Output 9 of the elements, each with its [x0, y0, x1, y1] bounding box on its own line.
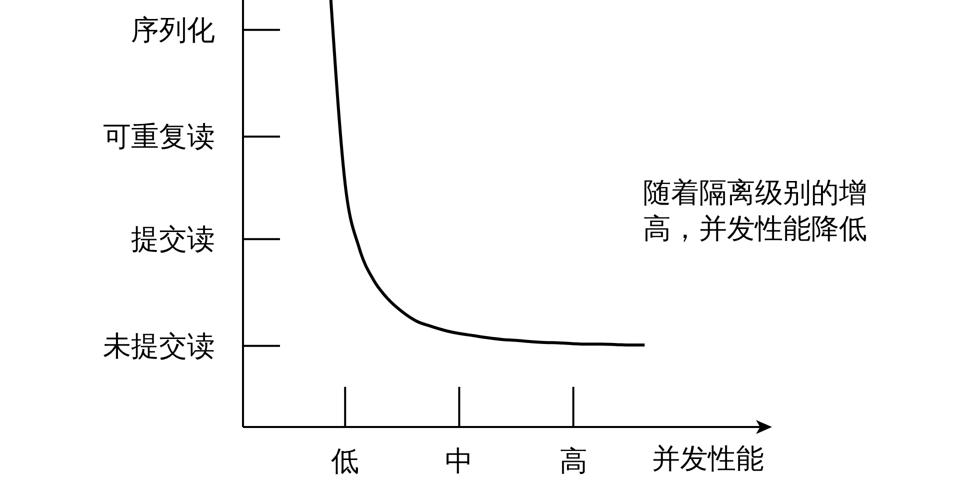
ref-line-label: 可重复读 [103, 120, 215, 154]
ref-line-label: 提交读 [131, 222, 215, 256]
annotation: 随着隔离级别的增高，并发性能降低 [643, 175, 868, 247]
x-tick-label: 高 [559, 444, 588, 478]
x-tick-label: 中 [445, 444, 474, 478]
ref-line-label: 未提交读 [103, 329, 215, 362]
x-axis-title: 并发性能 [652, 441, 764, 477]
ref-line-label: 序列化 [131, 13, 215, 46]
x-tick-label: 低 [331, 444, 360, 478]
